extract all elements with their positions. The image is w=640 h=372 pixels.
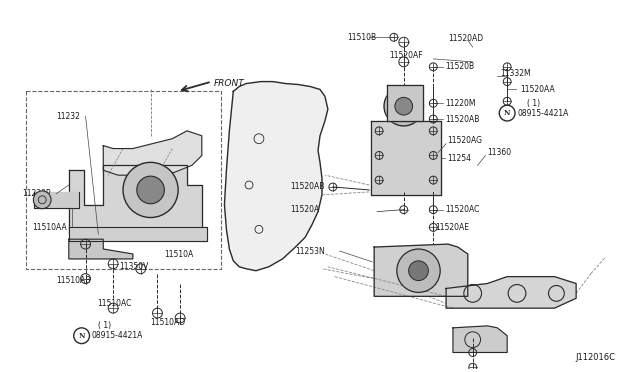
- Circle shape: [397, 249, 440, 292]
- Text: 11510AA: 11510AA: [33, 223, 67, 232]
- Text: 11520AF: 11520AF: [389, 51, 422, 61]
- Polygon shape: [446, 277, 576, 308]
- Polygon shape: [453, 326, 507, 353]
- Circle shape: [499, 105, 515, 121]
- Circle shape: [395, 97, 413, 115]
- Text: 11510A: 11510A: [164, 250, 194, 259]
- Polygon shape: [374, 244, 468, 296]
- Text: 11520AG: 11520AG: [447, 136, 482, 145]
- Text: ( 1): ( 1): [527, 99, 540, 108]
- Text: N: N: [504, 109, 510, 117]
- Text: 11520AB: 11520AB: [445, 115, 479, 124]
- Polygon shape: [69, 165, 202, 234]
- Circle shape: [137, 176, 164, 204]
- Text: 11520AC: 11520AC: [445, 205, 479, 214]
- Text: 11510B: 11510B: [348, 33, 377, 42]
- Text: 11520AA: 11520AA: [520, 85, 555, 94]
- Text: J112016C: J112016C: [575, 353, 616, 362]
- Text: 11510AD: 11510AD: [150, 318, 186, 327]
- Text: 11520AB: 11520AB: [291, 183, 325, 192]
- Text: 11332M: 11332M: [500, 69, 531, 78]
- Text: ( 1): ( 1): [99, 321, 111, 330]
- Circle shape: [33, 191, 51, 209]
- Circle shape: [74, 328, 90, 344]
- Polygon shape: [35, 192, 79, 208]
- Circle shape: [123, 162, 178, 218]
- Polygon shape: [69, 239, 133, 259]
- Text: 11253N: 11253N: [296, 247, 325, 256]
- Text: 11220P: 11220P: [22, 189, 51, 198]
- Polygon shape: [387, 84, 424, 121]
- Circle shape: [384, 87, 424, 126]
- Text: 11520AE: 11520AE: [435, 223, 469, 232]
- Text: 11520A: 11520A: [291, 205, 320, 214]
- Text: 11220M: 11220M: [445, 99, 476, 108]
- Text: 11360: 11360: [488, 148, 511, 157]
- Text: 11510AC: 11510AC: [97, 299, 132, 308]
- Polygon shape: [103, 131, 202, 175]
- Text: FRONT: FRONT: [214, 79, 244, 88]
- Text: 11520AD: 11520AD: [448, 34, 483, 43]
- Polygon shape: [371, 121, 441, 195]
- Text: 11350V: 11350V: [119, 262, 148, 271]
- Circle shape: [409, 261, 428, 280]
- Polygon shape: [225, 81, 328, 271]
- Text: 11510AB: 11510AB: [56, 276, 90, 285]
- Text: 08915-4421A: 08915-4421A: [517, 109, 568, 118]
- Text: N: N: [79, 332, 85, 340]
- Text: 11254: 11254: [447, 154, 471, 163]
- Text: 08915-4421A: 08915-4421A: [92, 331, 143, 340]
- Text: 11520B: 11520B: [445, 62, 474, 71]
- Text: 11232: 11232: [56, 112, 80, 121]
- Polygon shape: [69, 227, 207, 241]
